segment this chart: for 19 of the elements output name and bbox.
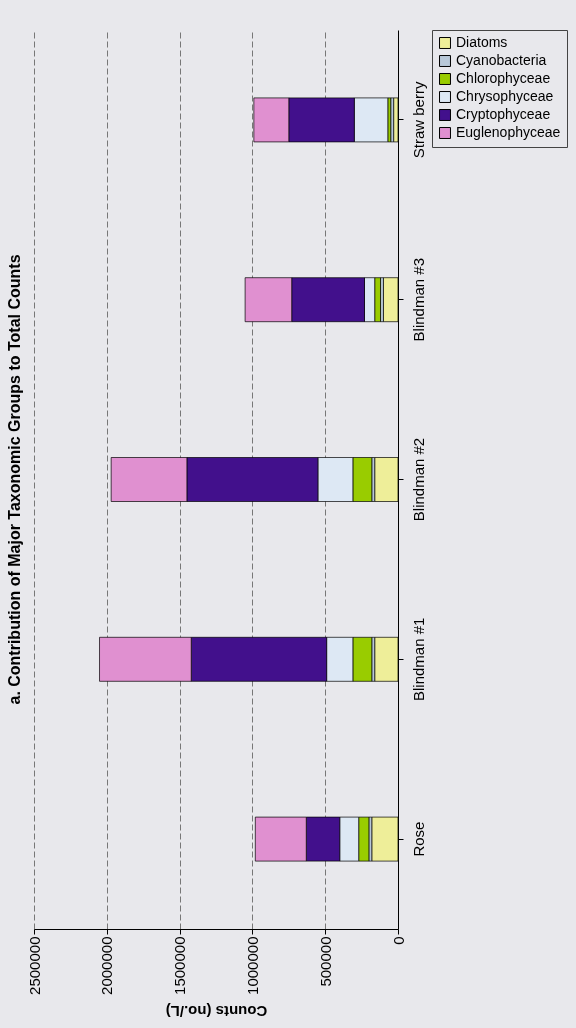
x-tick-label: 1500000 — [171, 936, 189, 995]
y-tick-label: Blindman #2 — [409, 437, 427, 522]
legend-label: Chrysophyceae — [456, 88, 554, 104]
legend-label: Diatoms — [456, 34, 508, 50]
y-tick-label: Straw berry — [409, 81, 427, 159]
y-tick-label: Blindman #1 — [409, 617, 427, 701]
x-axis-title: Counts (no./L) — [165, 1002, 268, 1020]
legend-label: Cyanobacteria — [456, 52, 547, 68]
text: a. Contribution of Major Taxonomic Groups to Total Counts — [6, 254, 23, 705]
x-tick-label: 2500000 — [25, 936, 43, 995]
x-tick-label: 500000 — [316, 936, 334, 987]
y-tick-label: Rose — [409, 821, 427, 857]
legend-label: Euglenophyceae — [456, 124, 561, 140]
legend-label: Cryptophyceae — [456, 106, 551, 122]
y-tick-label: Blindman #3 — [409, 258, 427, 342]
x-tick-label: 0 — [389, 936, 407, 945]
x-tick-label: 1000000 — [243, 936, 261, 995]
legend-label: Chlorophyceae — [456, 70, 551, 86]
x-tick-label: 2000000 — [98, 936, 116, 995]
